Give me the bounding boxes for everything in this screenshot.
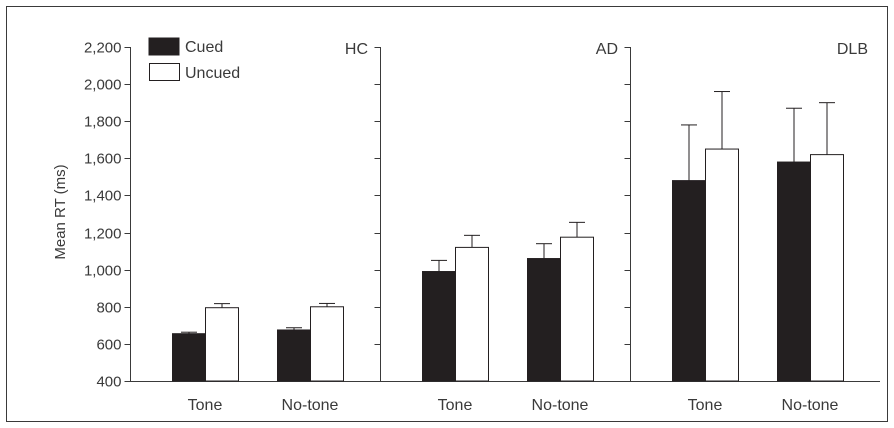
bar-cued-ad-no-tone [527, 258, 561, 382]
y-tick-label: 1,800 [84, 114, 122, 131]
legend-swatch-uncued [149, 63, 180, 81]
bar-uncued-hc-no-tone [310, 306, 344, 382]
bars-layer [172, 91, 844, 382]
y-tick-label: 1,200 [84, 226, 122, 243]
category-label: Tone [188, 397, 223, 414]
y-tick-label: 400 [96, 374, 121, 391]
bar-uncued-hc-tone [205, 307, 239, 382]
bar-cued-ad-tone [422, 271, 456, 382]
bar-uncued-dlb-tone [705, 148, 739, 382]
y-tick-label: 2,200 [84, 40, 122, 57]
y-tick-label: 2,000 [84, 77, 122, 94]
y-tick-label: 1,600 [84, 151, 122, 168]
bar-cued-hc-tone [172, 333, 206, 382]
category-label: Tone [688, 397, 723, 414]
y-tick-label: 1,400 [84, 188, 122, 205]
category-label: No-tone [282, 397, 339, 414]
labels-layer: 400 600 800 1,000 1,200 1,400 1,600 1,800 2,000 2… [84, 40, 868, 415]
category-label: No-tone [532, 397, 589, 414]
bar-cued-dlb-tone [672, 180, 706, 382]
panel-label-ad: AD [596, 41, 618, 58]
y-axis-title: Mean RT (ms) [52, 164, 69, 259]
category-label: Tone [438, 397, 473, 414]
legend-label-uncued: Uncued [185, 65, 240, 82]
chart-frame [6, 6, 888, 422]
legend-swatch-cued [148, 37, 180, 56]
y-tick-label: 600 [96, 337, 121, 354]
y-tick-label: 1,000 [84, 263, 122, 280]
bar-cued-dlb-no-tone [777, 161, 811, 382]
axes-layer [124, 47, 880, 382]
bar-uncued-dlb-no-tone [810, 154, 844, 382]
panel-label-hc: HC [345, 41, 368, 58]
bar-uncued-ad-tone [455, 246, 489, 382]
bar-cued-hc-no-tone [277, 329, 311, 382]
bar-uncued-ad-no-tone [560, 236, 594, 382]
legend: Cued Uncued [148, 37, 240, 82]
y-tick-label: 800 [96, 300, 121, 317]
panel-label-dlb: DLB [837, 41, 868, 58]
category-label: No-tone [782, 397, 839, 414]
legend-label-cued: Cued [185, 39, 223, 56]
